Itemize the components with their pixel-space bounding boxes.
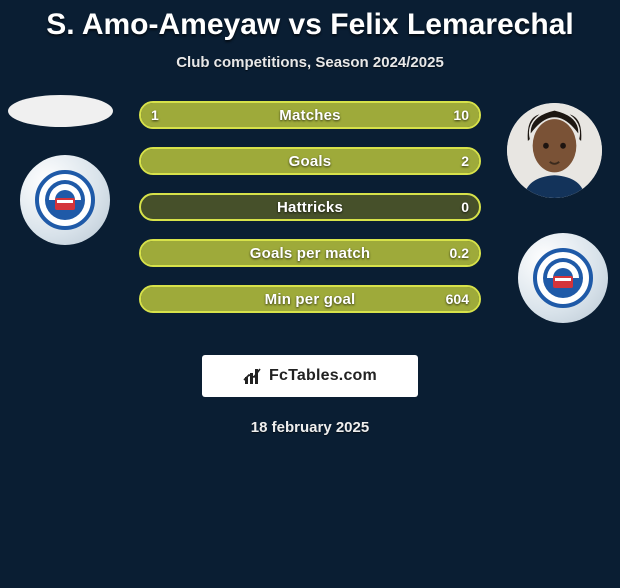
crest-icon: [533, 248, 593, 308]
stat-bar-label: Hattricks: [141, 195, 479, 219]
page-title: S. Amo-Ameyaw vs Felix Lemarechal: [0, 8, 620, 42]
brand-badge: FcTables.com: [202, 355, 418, 397]
club-crest-right: [518, 233, 608, 323]
stat-bar: Goals per match0.2: [139, 239, 481, 267]
stat-bar: Matches110: [139, 101, 481, 129]
stat-bar-fill-right: [141, 287, 479, 311]
brand-chart-icon: [243, 366, 263, 386]
comparison-stage: Matches110 Goals2 Hattricks0 Goals per matc…: [0, 95, 620, 355]
stat-bar-fill-right: [141, 241, 479, 265]
club-crest-left: [20, 155, 110, 245]
player-headshot-icon: [507, 103, 602, 198]
stat-bar-value-right: 0: [461, 195, 469, 219]
stat-bar: Goals2: [139, 147, 481, 175]
date-text: 18 february 2025: [0, 419, 620, 436]
player-right-avatar: [507, 103, 602, 198]
stat-bar-fill-left: [141, 103, 171, 127]
stat-bar: Min per goal604: [139, 285, 481, 313]
player-left-avatar: [8, 95, 113, 127]
brand-text: FcTables.com: [269, 367, 377, 385]
stat-bars: Matches110 Goals2 Hattricks0 Goals per matc…: [139, 101, 481, 331]
subtitle: Club competitions, Season 2024/2025: [0, 54, 620, 71]
stat-bar: Hattricks0: [139, 193, 481, 221]
stat-bar-fill-right: [171, 103, 479, 127]
crest-icon: [35, 170, 95, 230]
stat-bar-fill-right: [141, 149, 479, 173]
